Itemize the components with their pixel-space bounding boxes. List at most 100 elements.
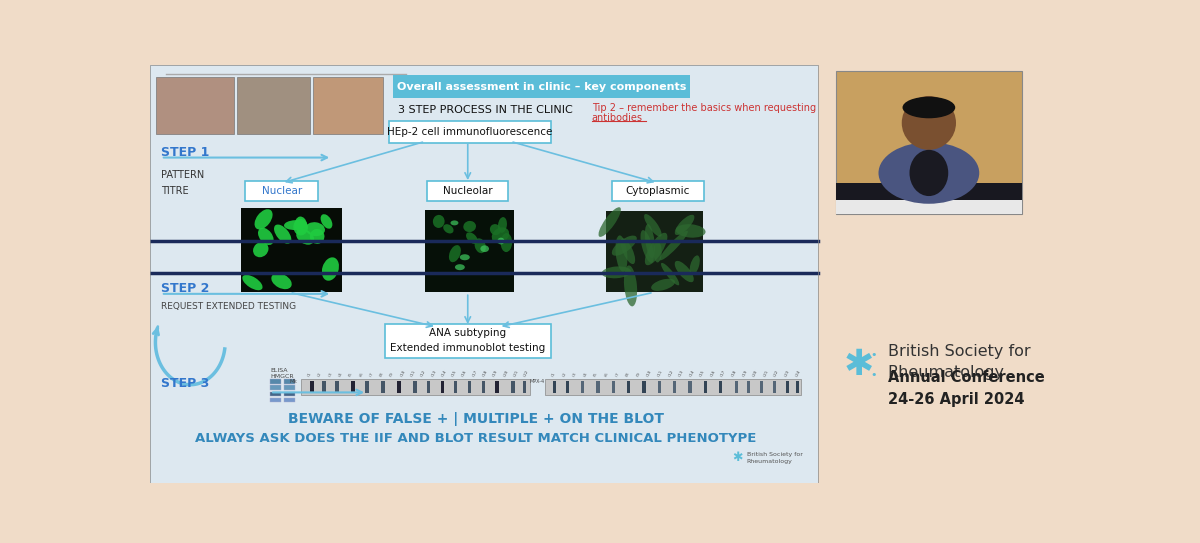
FancyBboxPatch shape (786, 381, 788, 393)
Ellipse shape (676, 224, 706, 238)
Text: /11: /11 (410, 370, 416, 378)
FancyBboxPatch shape (270, 380, 281, 384)
FancyBboxPatch shape (385, 324, 551, 358)
FancyBboxPatch shape (596, 381, 600, 393)
Text: /17: /17 (472, 370, 479, 378)
Text: /18: /18 (482, 370, 488, 378)
FancyBboxPatch shape (245, 181, 318, 201)
Text: /19: /19 (742, 370, 748, 378)
Text: /7: /7 (370, 372, 374, 378)
FancyBboxPatch shape (734, 381, 738, 393)
Ellipse shape (690, 255, 700, 275)
Ellipse shape (443, 224, 454, 233)
Text: PATTERN: PATTERN (161, 171, 204, 180)
Text: /9: /9 (390, 372, 395, 378)
FancyBboxPatch shape (796, 381, 799, 393)
FancyBboxPatch shape (156, 77, 234, 135)
FancyBboxPatch shape (270, 398, 281, 402)
FancyBboxPatch shape (836, 200, 1022, 214)
Text: •: • (871, 370, 877, 381)
Text: /10: /10 (400, 370, 407, 378)
FancyBboxPatch shape (270, 386, 281, 390)
Ellipse shape (449, 245, 461, 262)
FancyBboxPatch shape (150, 65, 818, 483)
Text: /4: /4 (338, 372, 343, 378)
FancyBboxPatch shape (284, 392, 295, 396)
FancyBboxPatch shape (455, 381, 457, 393)
Text: /19: /19 (493, 370, 499, 378)
FancyBboxPatch shape (389, 122, 551, 143)
FancyBboxPatch shape (553, 381, 556, 393)
Text: /6: /6 (605, 373, 610, 378)
FancyBboxPatch shape (689, 381, 691, 393)
FancyBboxPatch shape (427, 381, 430, 393)
Ellipse shape (271, 273, 292, 289)
Text: /24: /24 (794, 370, 802, 378)
FancyBboxPatch shape (773, 381, 776, 393)
Text: 3 STEP PROCESS IN THE CLINIC: 3 STEP PROCESS IN THE CLINIC (398, 105, 572, 115)
Text: /5: /5 (594, 373, 599, 378)
FancyBboxPatch shape (270, 392, 281, 396)
Ellipse shape (450, 220, 458, 225)
Ellipse shape (320, 214, 332, 229)
Ellipse shape (455, 264, 464, 270)
Text: /22: /22 (523, 370, 530, 378)
Text: ELISA: ELISA (270, 368, 288, 372)
Text: HEp-2 cell immunofluorescence: HEp-2 cell immunofluorescence (386, 127, 552, 137)
Ellipse shape (910, 150, 948, 196)
Text: /2: /2 (562, 372, 568, 378)
FancyBboxPatch shape (336, 381, 340, 393)
FancyBboxPatch shape (392, 75, 690, 98)
Text: Nuclear: Nuclear (262, 186, 302, 197)
FancyBboxPatch shape (612, 381, 614, 393)
Ellipse shape (612, 236, 637, 256)
FancyBboxPatch shape (704, 381, 707, 393)
Ellipse shape (258, 228, 274, 245)
Ellipse shape (878, 142, 979, 204)
Text: Tip 2 – remember the basics when requesting: Tip 2 – remember the basics when request… (592, 103, 816, 112)
FancyBboxPatch shape (523, 381, 526, 393)
FancyBboxPatch shape (236, 77, 311, 135)
Text: /12: /12 (668, 370, 674, 378)
Text: /23: /23 (785, 370, 791, 378)
Ellipse shape (601, 267, 631, 279)
Text: British Society for
Rheumatology: British Society for Rheumatology (888, 344, 1031, 380)
Text: STEP 3: STEP 3 (161, 377, 209, 390)
Ellipse shape (674, 261, 694, 282)
Text: /4: /4 (583, 372, 588, 378)
FancyBboxPatch shape (284, 386, 295, 390)
Text: /13: /13 (431, 370, 437, 378)
Ellipse shape (293, 219, 308, 235)
Text: Mk: Mk (289, 379, 298, 384)
Ellipse shape (460, 254, 469, 260)
Text: /3: /3 (328, 372, 334, 378)
Text: /9: /9 (636, 372, 641, 378)
FancyBboxPatch shape (545, 380, 802, 395)
Text: STEP 2: STEP 2 (161, 282, 209, 295)
Text: Nucleolar: Nucleolar (443, 186, 492, 197)
Text: HMGCR: HMGCR (270, 374, 294, 379)
Ellipse shape (306, 222, 325, 236)
Ellipse shape (284, 220, 307, 230)
Text: /16: /16 (462, 370, 468, 378)
Text: /1: /1 (552, 372, 557, 378)
FancyBboxPatch shape (818, 65, 1080, 483)
Text: /7: /7 (614, 372, 620, 378)
Ellipse shape (242, 275, 263, 290)
Text: /21: /21 (763, 370, 769, 378)
Ellipse shape (474, 238, 486, 253)
Text: British Society for
Rheumatology: British Society for Rheumatology (746, 452, 803, 464)
Ellipse shape (490, 224, 500, 235)
FancyBboxPatch shape (673, 381, 677, 393)
FancyBboxPatch shape (352, 381, 355, 393)
Text: /13: /13 (678, 370, 685, 378)
Ellipse shape (902, 97, 955, 118)
FancyBboxPatch shape (760, 381, 763, 393)
Text: STEP 1: STEP 1 (161, 146, 209, 159)
Text: Overall assessment in clinic – key components: Overall assessment in clinic – key compo… (397, 81, 686, 92)
Ellipse shape (295, 217, 307, 233)
FancyBboxPatch shape (481, 381, 485, 393)
Text: antibodies: antibodies (592, 112, 643, 123)
Ellipse shape (620, 238, 635, 264)
FancyBboxPatch shape (719, 381, 722, 393)
